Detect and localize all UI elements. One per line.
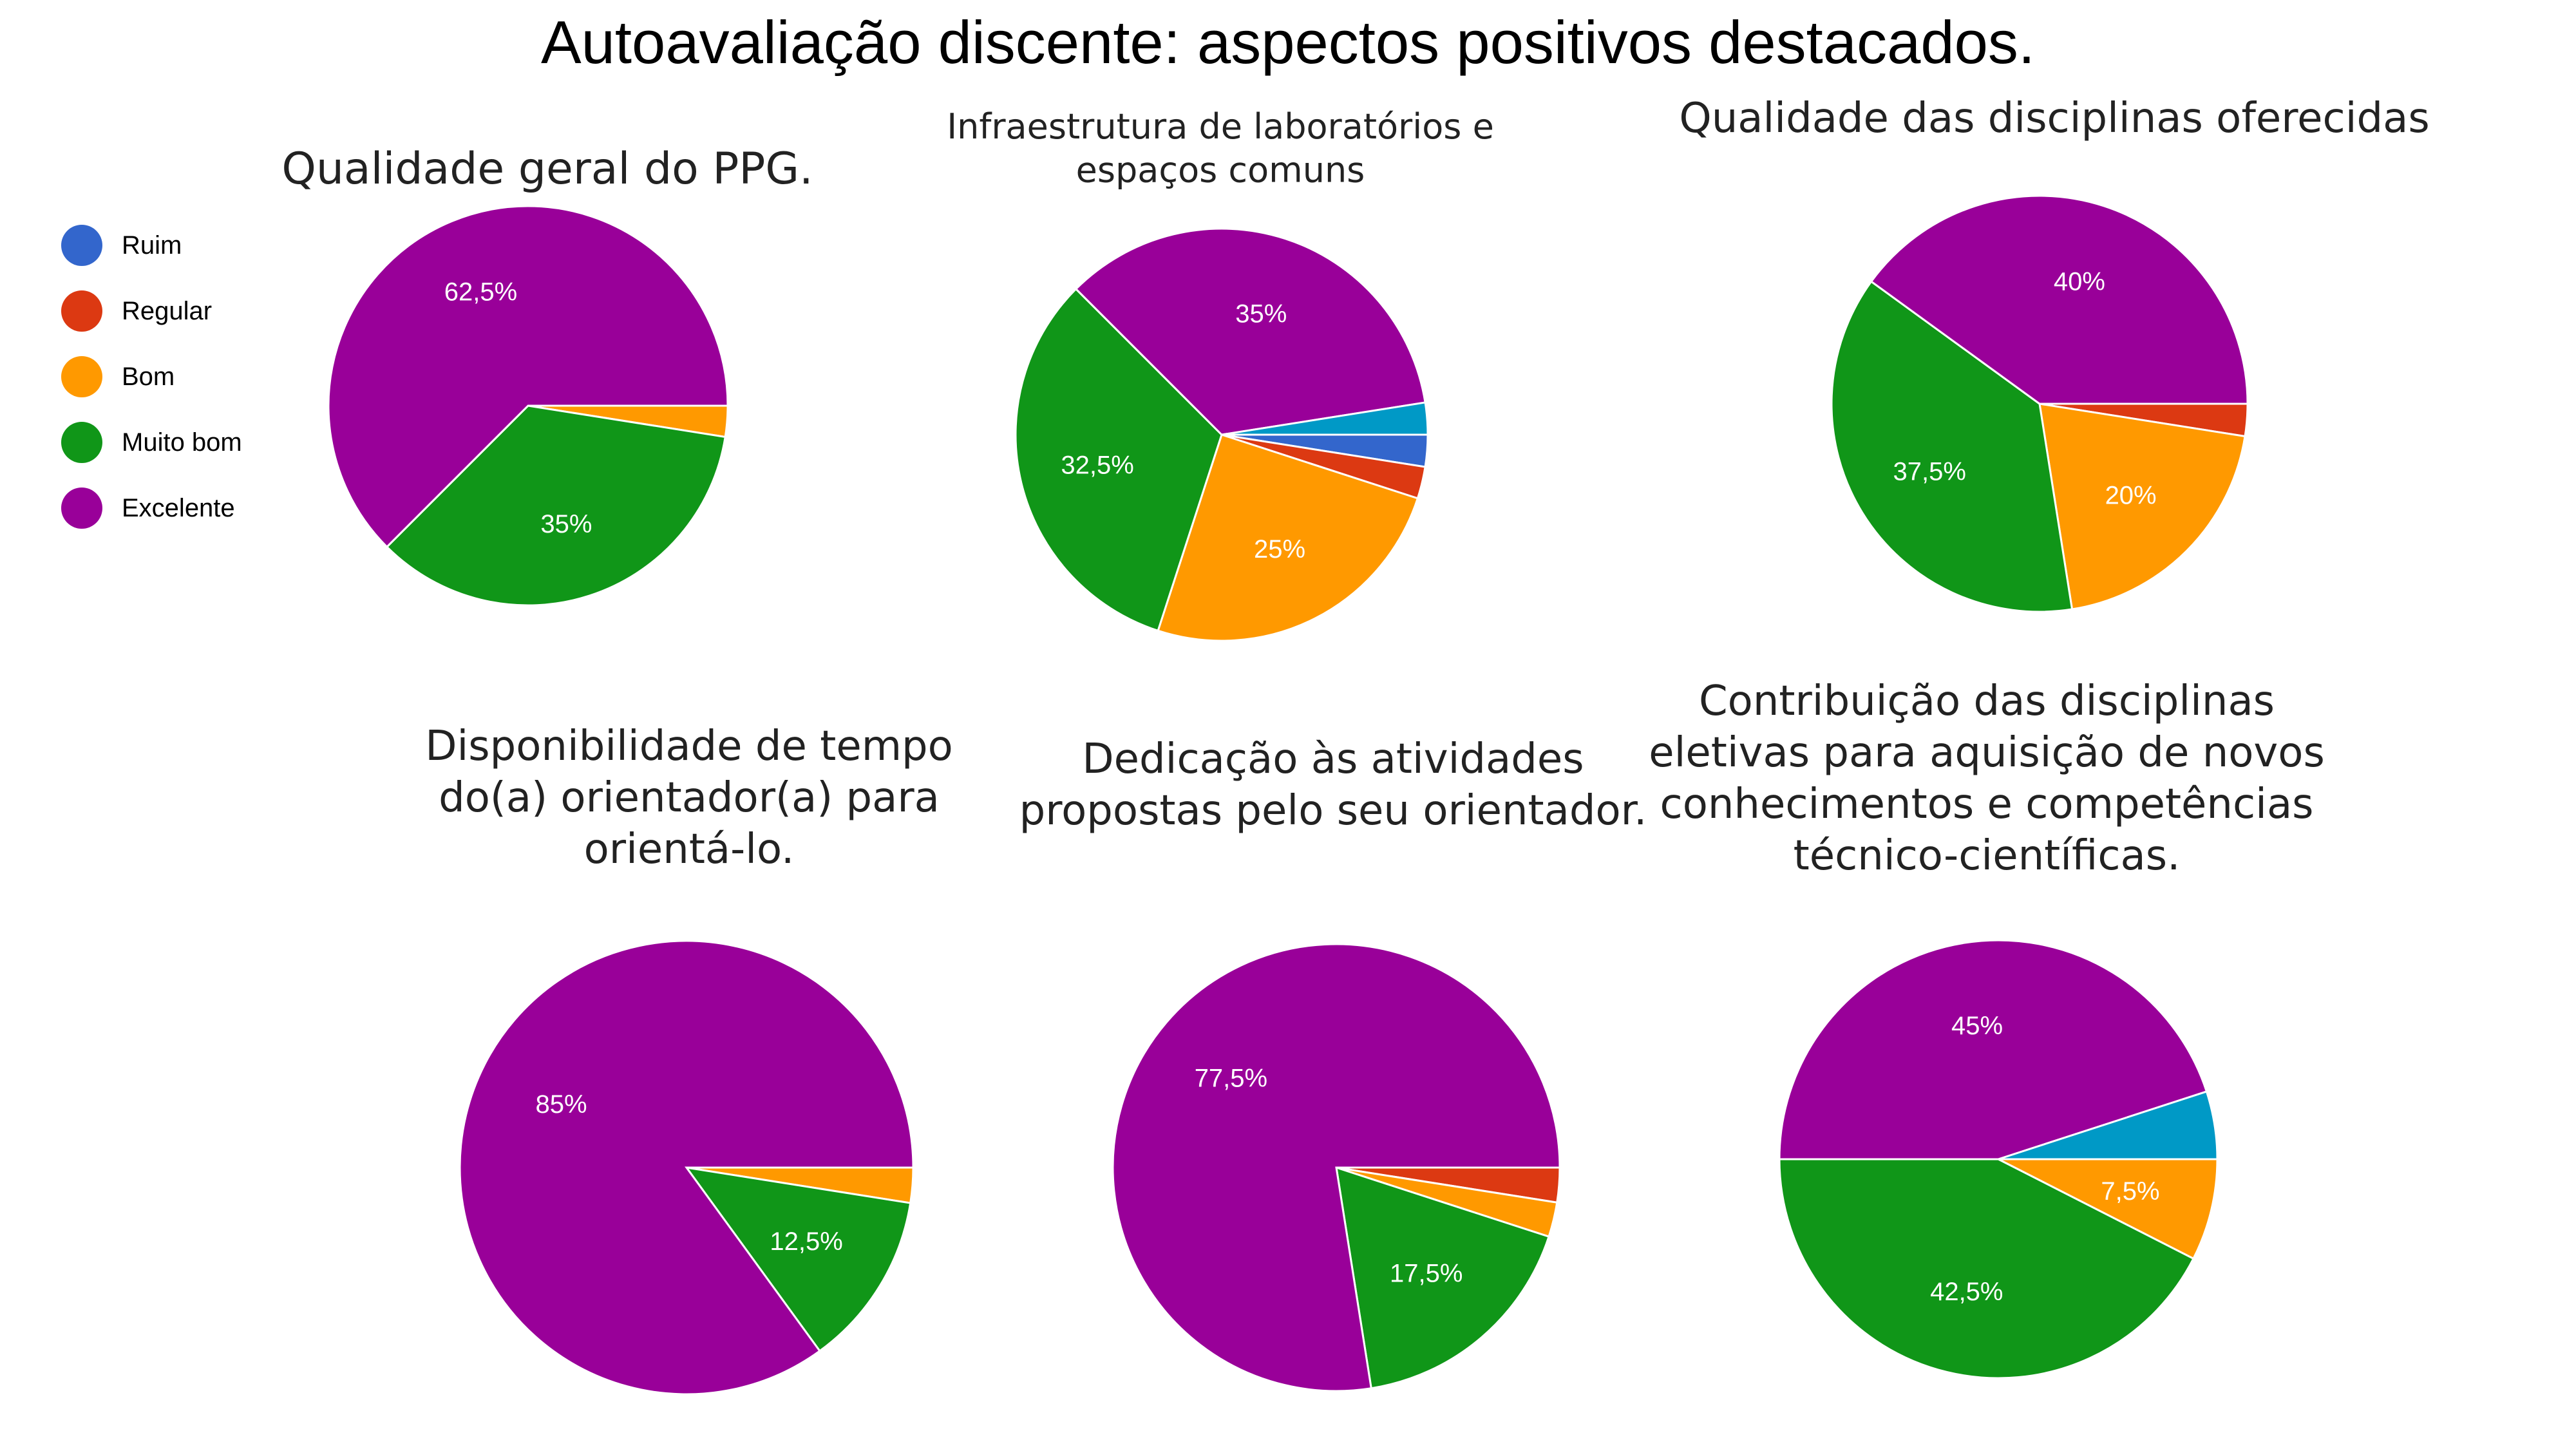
pie-chart-1: Qualidade geral do PPG. 35% 62,5% [281, 144, 813, 607]
pie-slice-3-excelente [1870, 194, 2249, 405]
legend-item-regular: Regular [61, 278, 242, 344]
legend-item-excelente: Excelente [61, 475, 242, 541]
legend-label-regular: Regular [122, 296, 213, 325]
pie-slice-1-muito-bom [385, 404, 726, 607]
pie-slice-2-muito-bom [1014, 287, 1223, 632]
slice-label-5-2: 17,5% [1390, 1260, 1463, 1288]
pie-slice-6-excelente [1778, 939, 2208, 1160]
pie-chart-4: Disponibilidade de tempo do(a) orientador… [425, 723, 953, 1396]
chart-title-4: Disponibilidade de tempo do(a) orientador… [425, 723, 953, 873]
legend-label-excelente: Excelente [122, 493, 235, 522]
legend-swatch-bom [61, 356, 102, 397]
pie-chart-6: Contribuição das disciplinas eletivas par… [1649, 677, 2325, 1379]
legend-swatch-excelente [61, 488, 102, 529]
legend-label-muito-bom: Muito bom [122, 428, 242, 457]
pie-slice-5-muito-bom [1335, 1166, 1550, 1390]
chart-title-1: Qualidade geral do PPG. [281, 144, 813, 194]
slice-label-2-4: 35% [1235, 299, 1287, 328]
legend-item-muito-bom: Muito bom [61, 410, 242, 475]
slice-label-2-3: 32,5% [1061, 451, 1133, 479]
legend: Ruim Regular Bom Muito bom Excelente [61, 213, 242, 541]
pie-slice-6-bom [1998, 1158, 2219, 1260]
legend-swatch-ruim [61, 225, 102, 266]
pie-chart-5: Dedicação às atividades propostas pelo se… [1019, 735, 1647, 1392]
legend-label-ruim: Ruim [122, 231, 182, 260]
slice-label-3-3: 40% [2054, 268, 2105, 296]
slice-label-4-1: 12,5% [770, 1227, 842, 1256]
pie-slice-5-excelente [1112, 943, 1561, 1392]
pie-slice-2-other [1221, 401, 1429, 436]
legend-swatch-regular [61, 290, 102, 332]
pie-slice-2-bom [1157, 433, 1419, 642]
slice-label-3-2: 37,5% [1893, 458, 1966, 486]
slice-label-1-2: 62,5% [444, 278, 517, 306]
pie-slice-6-muito-bom [1778, 1158, 2195, 1379]
pie-chart-2: Infraestrutura de laboratórios e espaços … [947, 106, 1494, 642]
slice-label-5-3: 77,5% [1195, 1064, 1267, 1092]
pie-slice-4-excelente [459, 940, 914, 1396]
slice-label-1-1: 35% [540, 510, 592, 538]
slice-label-4-2: 85% [536, 1090, 587, 1119]
legend-label-bom: Bom [122, 362, 175, 391]
slice-label-6-1: 42,5% [1930, 1278, 2003, 1306]
main-title: Autoavaliação discente: aspectos positiv… [540, 8, 2036, 76]
slice-label-2-2: 25% [1254, 535, 1305, 564]
pie-slice-3-bom [2038, 402, 2246, 611]
slice-label-6-0: 7,5% [2101, 1177, 2159, 1206]
pie-slice-2-excelente [1074, 227, 1426, 436]
chart-title-3: Qualidade das disciplinas oferecidas [1679, 95, 2429, 142]
chart-title-6: Contribuição das disciplinas eletivas par… [1649, 677, 2325, 880]
legend-item-bom: Bom [61, 344, 242, 410]
legend-swatch-muito-bom [61, 422, 102, 463]
chart-title-5: Dedicação às atividades propostas pelo se… [1019, 735, 1647, 835]
pie-slice-1-excelente [327, 205, 729, 549]
chart-title-2: Infraestrutura de laboratórios e espaços … [947, 106, 1494, 191]
pie-slice-4-muito-bom [684, 1166, 912, 1352]
pie-slice-6-other [1998, 1090, 2219, 1160]
legend-item-ruim: Ruim [61, 213, 242, 278]
pie-chart-3: Qualidade das disciplinas oferecidas 20% 3… [1679, 95, 2430, 613]
slice-label-6-2: 45% [1951, 1012, 2003, 1040]
pie-slice-3-muito-bom [1830, 280, 2074, 613]
slice-label-3-1: 20% [2105, 482, 2157, 510]
